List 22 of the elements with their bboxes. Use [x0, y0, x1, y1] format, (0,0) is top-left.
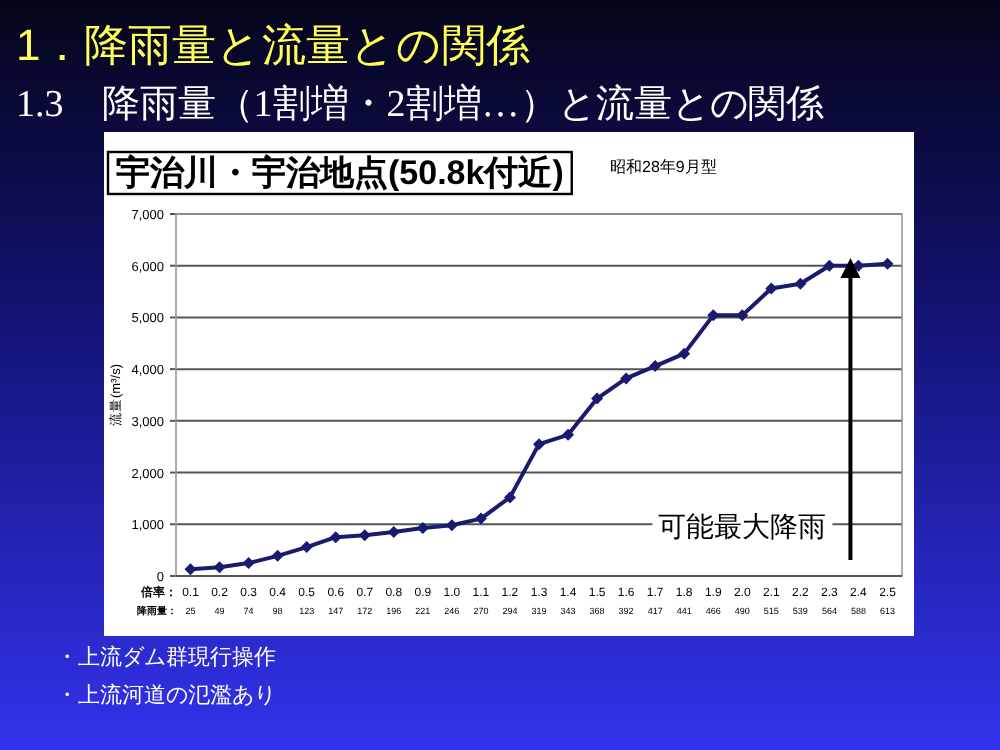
- annotation: 可能最大降雨: [658, 510, 827, 543]
- text: 1．降雨量と流量との関係: [16, 20, 531, 70]
- point: [271, 549, 284, 562]
- point: [503, 491, 516, 504]
- point: [329, 531, 342, 544]
- point: [678, 347, 691, 360]
- text: ・上流ダム群現行操作: [56, 644, 276, 670]
- point: [591, 392, 604, 405]
- point: [533, 438, 545, 451]
- text: 昭和28年9月型: [610, 158, 717, 176]
- point: [562, 428, 575, 441]
- point: [765, 282, 778, 295]
- chart-subtitle: 1.3 降雨量（1割増・2割増…）と流量との関係: [16, 82, 824, 126]
- point: [794, 277, 807, 290]
- point: [300, 541, 313, 554]
- text: ・上流河道の氾濫あり: [56, 682, 276, 708]
- point: [242, 557, 255, 570]
- point: [620, 372, 633, 385]
- point: [474, 512, 487, 525]
- chart-title: 宇治川・宇治地点(50.8k付近): [116, 154, 564, 192]
- point: [736, 309, 749, 322]
- point: [649, 360, 662, 373]
